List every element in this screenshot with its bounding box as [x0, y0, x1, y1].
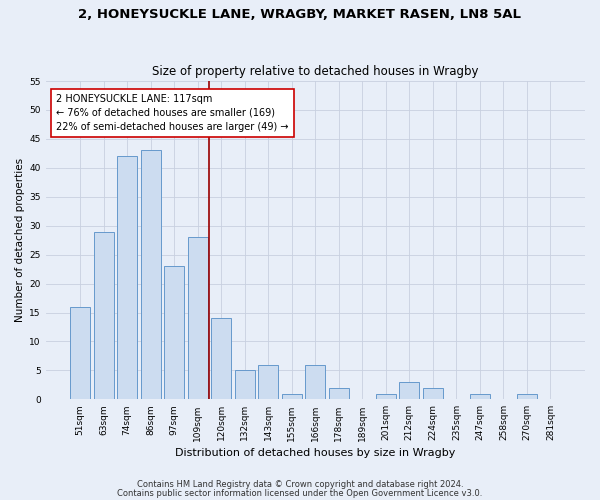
Bar — [376, 394, 396, 400]
Bar — [117, 156, 137, 400]
Text: 2, HONEYSUCKLE LANE, WRAGBY, MARKET RASEN, LN8 5AL: 2, HONEYSUCKLE LANE, WRAGBY, MARKET RASE… — [79, 8, 521, 20]
Bar — [470, 394, 490, 400]
Text: Contains public sector information licensed under the Open Government Licence v3: Contains public sector information licen… — [118, 489, 482, 498]
X-axis label: Distribution of detached houses by size in Wragby: Distribution of detached houses by size … — [175, 448, 455, 458]
Bar — [282, 394, 302, 400]
Y-axis label: Number of detached properties: Number of detached properties — [15, 158, 25, 322]
Bar — [258, 364, 278, 400]
Bar — [94, 232, 113, 400]
Bar — [423, 388, 443, 400]
Bar — [70, 306, 90, 400]
Bar — [305, 364, 325, 400]
Bar — [140, 150, 161, 400]
Bar — [188, 238, 208, 400]
Bar — [329, 388, 349, 400]
Bar — [211, 318, 231, 400]
Text: Contains HM Land Registry data © Crown copyright and database right 2024.: Contains HM Land Registry data © Crown c… — [137, 480, 463, 489]
Text: 2 HONEYSUCKLE LANE: 117sqm
← 76% of detached houses are smaller (169)
22% of sem: 2 HONEYSUCKLE LANE: 117sqm ← 76% of deta… — [56, 94, 289, 132]
Bar — [517, 394, 537, 400]
Bar — [164, 266, 184, 400]
Title: Size of property relative to detached houses in Wragby: Size of property relative to detached ho… — [152, 66, 479, 78]
Bar — [400, 382, 419, 400]
Bar — [235, 370, 254, 400]
